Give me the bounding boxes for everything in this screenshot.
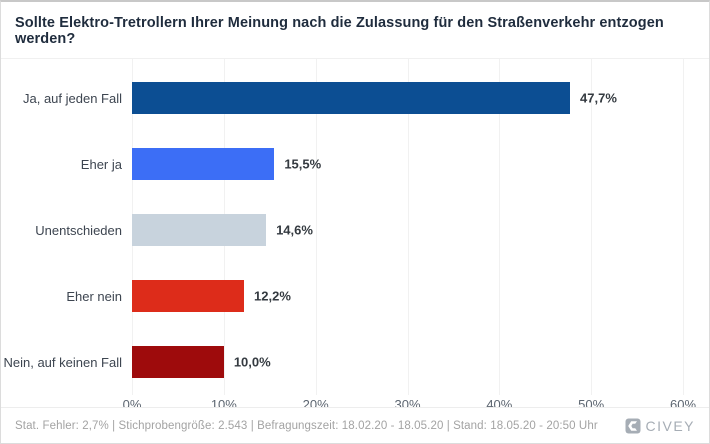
grid-line [683,59,684,395]
category-label: Unentschieden [35,222,122,238]
category-label: Nein, auf keinen Fall [3,354,122,370]
bar-track: 14,6% [132,214,683,246]
civey-brand-text: CIVEY [645,417,695,434]
poll-question-title: Sollte Elektro-Tretrollern Ihrer Meinung… [15,15,664,47]
value-label: 12,2% [254,288,291,304]
value-label: 10,0% [233,354,271,370]
value-label: 14,6% [276,222,313,238]
card-footer: Stat. Fehler: 2,7% | Stichprobengröße: 2… [1,407,709,443]
grid-line [591,59,593,395]
bar-track: 12,2% [132,280,683,312]
civey-logo-icon [625,418,641,434]
bar-row: Ja, auf jeden Fall 47,7% [1,65,709,131]
grid-line [315,59,317,395]
grid-line [407,59,409,395]
card-header: Sollte Elektro-Tretrollern Ihrer Meinung… [1,2,709,59]
bar-rows: Ja, auf jeden Fall 47,7% Eher ja 15,5% Unent… [1,65,709,395]
bar [132,346,224,378]
category-label: Ja, auf jeden Fall [22,90,122,106]
bar-track: 15,5% [132,148,683,180]
category-label: Eher ja [80,156,122,172]
civey-brand: CIVEY [625,418,695,434]
bar [132,280,245,312]
bar [132,214,267,246]
value-label: 15,5% [284,156,322,172]
bar-row: Unentschieden 14,6% [1,197,709,263]
bar-row: Nein, auf keinen Fall 10,0% [1,329,709,395]
bar [132,148,275,180]
bar-chart: Ja, auf jeden Fall 47,7% Eher ja 15,5% Unent… [1,59,709,415]
grid-line [499,59,501,395]
bar-track: 10,0% [132,346,683,378]
bar [132,82,571,114]
survey-metadata: Stat. Fehler: 2,7% | Stichprobengröße: 2… [15,419,598,432]
value-label: 47,7% [580,90,617,106]
bar-row: Eher nein 12,2% [1,263,709,329]
bar-track: 47,7% [132,82,683,114]
bar-row: Eher ja 15,5% [1,131,709,197]
category-label: Eher nein [66,288,122,304]
